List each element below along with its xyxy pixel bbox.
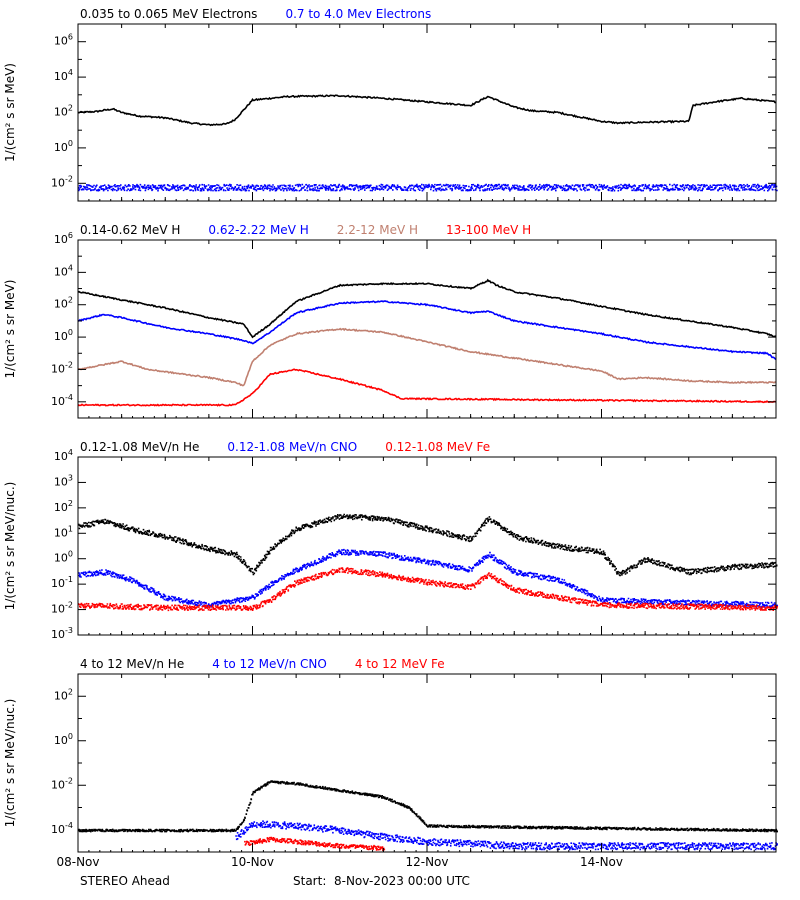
y-tick-label: 10-2 [51,360,73,375]
y-tick-label: 106 [54,231,73,246]
series [78,548,778,609]
series [235,820,779,851]
series-points [78,183,778,192]
y-tick-label: 10-2 [51,174,73,189]
y-axis-label: 1/(cm² s sr MeV) [3,63,17,162]
panel-3: 0.12-1.08 MeV/n He 0.12-1.08 MeV/n CNO 0.1… [3,440,778,641]
series-points [235,820,779,851]
y-tick-label: 100 [54,732,73,747]
footer-spacecraft: STEREO Ahead [80,874,170,888]
series [77,780,779,833]
series [77,300,777,361]
y-tick-label: 101 [54,524,73,539]
y-tick-label: 104 [54,263,73,278]
y-tick-label: 10-1 [51,575,73,590]
series-line [77,327,776,387]
legend-entry: 0.035 to 0.065 MeV Electrons [80,7,257,21]
footer-start-time: Start: 8-Nov-2023 00:00 UTC [293,874,470,888]
y-tick-label: 102 [54,687,73,702]
plot-frame [77,23,777,202]
legend-entry: 13-100 MeV H [446,223,531,237]
x-tick-label: 14-Nov [580,855,623,869]
legend-entry: 0.62-2.22 MeV H [208,223,308,237]
y-tick-label: 100 [54,139,73,154]
y-axis-label: 1/(cm² s sr MeV) [3,280,17,379]
series [77,278,777,339]
legend-entry: 0.14-0.62 MeV H [80,223,180,237]
y-tick-label: 102 [54,296,73,311]
y-tick-label: 100 [54,550,73,565]
series [77,567,778,612]
series-line [77,94,777,127]
series-points [77,780,779,833]
series [77,94,777,127]
y-tick-label: 104 [54,68,73,83]
legend-entry: 0.7 to 4.0 Mev Electrons [285,7,431,21]
legend-entry: 4 to 12 MeV/n He [80,657,184,671]
y-tick-label: 103 [54,473,73,488]
x-tick-label: 08-Nov [56,855,99,869]
y-tick-label: 100 [54,328,73,343]
y-tick-label: 104 [54,448,73,463]
series-line [77,368,777,407]
legend-entry: 0.12-1.08 MeV/n CNO [227,440,357,454]
series [77,368,777,407]
y-tick-label: 10-3 [51,626,73,641]
series [77,327,776,387]
legend-entry: 2.2-12 MeV H [337,223,418,237]
y-axis-label: 1/(cm² s sr MeV/nuc.) [3,699,17,828]
legend-entry: 4 to 12 MeV/n CNO [212,657,327,671]
legend-entry: 0.12-1.08 MeV/n He [80,440,199,454]
panel-4: 4 to 12 MeV/n He 4 to 12 MeV/n CNO 4 to 12… [3,657,779,853]
series [77,513,778,577]
x-tick-label: 12-Nov [405,855,448,869]
y-tick-label: 102 [54,104,73,119]
panel-1: 0.035 to 0.065 MeV Electrons 0.7 to 4.0 M… [3,7,778,202]
series-line [77,278,777,339]
series-points [78,548,778,609]
y-tick-label: 106 [54,33,73,48]
series [78,183,778,192]
x-tick-label: 10-Nov [231,855,274,869]
legend-entry: 0.12-1.08 MeV Fe [385,440,490,454]
y-tick-label: 102 [54,499,73,514]
series-points [77,567,778,612]
legend-entry: 4 to 12 MeV Fe [355,657,445,671]
series-points [77,513,778,577]
series-line [77,300,777,361]
series-points [244,836,386,851]
y-tick-label: 10-2 [51,601,73,616]
y-tick-label: 10-4 [51,821,73,836]
y-tick-label: 10-4 [51,393,73,408]
series [244,836,386,851]
panel-2: 0.14-0.62 MeV H 0.62-2.22 MeV H 2.2-12 MeV… [3,223,777,419]
y-axis-label: 1/(cm² s sr MeV/nuc.) [3,482,17,611]
y-tick-label: 10-2 [51,776,73,791]
